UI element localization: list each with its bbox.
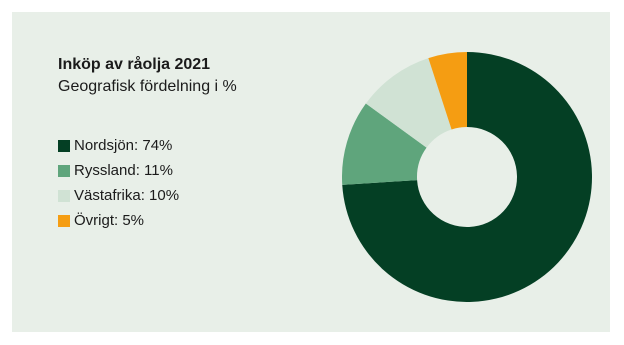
legend-label-nordsjon: Nordsjön: 74% [74,137,173,154]
donut-slice-ovrigt [428,52,467,130]
legend-label-ryssland: Ryssland: 11% [74,162,173,179]
legend-item-vastafrika: Västafrika: 10% [58,186,179,205]
legend-label-vastafrika: Västafrika: 10% [74,187,180,204]
legend-label-ovrigt: Övrigt: 5% [74,212,145,229]
donut-slice-nordsjon [342,52,592,302]
legend-item-ryssland: Ryssland: 11% [58,161,179,180]
legend-swatch-ryssland [58,164,70,177]
legend-swatch-nordsjon [58,139,70,152]
chart-card: Inköp av råolja 2021 Geografisk fördelni… [12,12,610,332]
chart-legend: Nordsjön: 74% Ryssland: 11% Västafrika: … [58,136,179,236]
donut-chart [342,52,592,302]
legend-item-nordsjon: Nordsjön: 74% [58,136,179,155]
legend-item-ovrigt: Övrigt: 5% [58,211,179,230]
chart-subtitle: Geografisk fördelning i % [58,78,237,95]
legend-swatch-vastafrika [58,189,70,202]
legend-swatch-ovrigt [58,214,70,227]
donut-slice-ryssland [342,103,427,185]
donut-slice-vastafrika [365,58,452,148]
chart-title: Inköp av råolja 2021 [58,56,211,73]
